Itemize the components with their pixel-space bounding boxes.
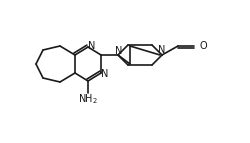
Text: N: N bbox=[88, 41, 96, 51]
Text: N: N bbox=[101, 69, 109, 79]
Text: N: N bbox=[115, 46, 123, 56]
Text: NH$_2$: NH$_2$ bbox=[78, 92, 98, 106]
Text: O: O bbox=[199, 41, 206, 51]
Text: N: N bbox=[158, 45, 166, 55]
